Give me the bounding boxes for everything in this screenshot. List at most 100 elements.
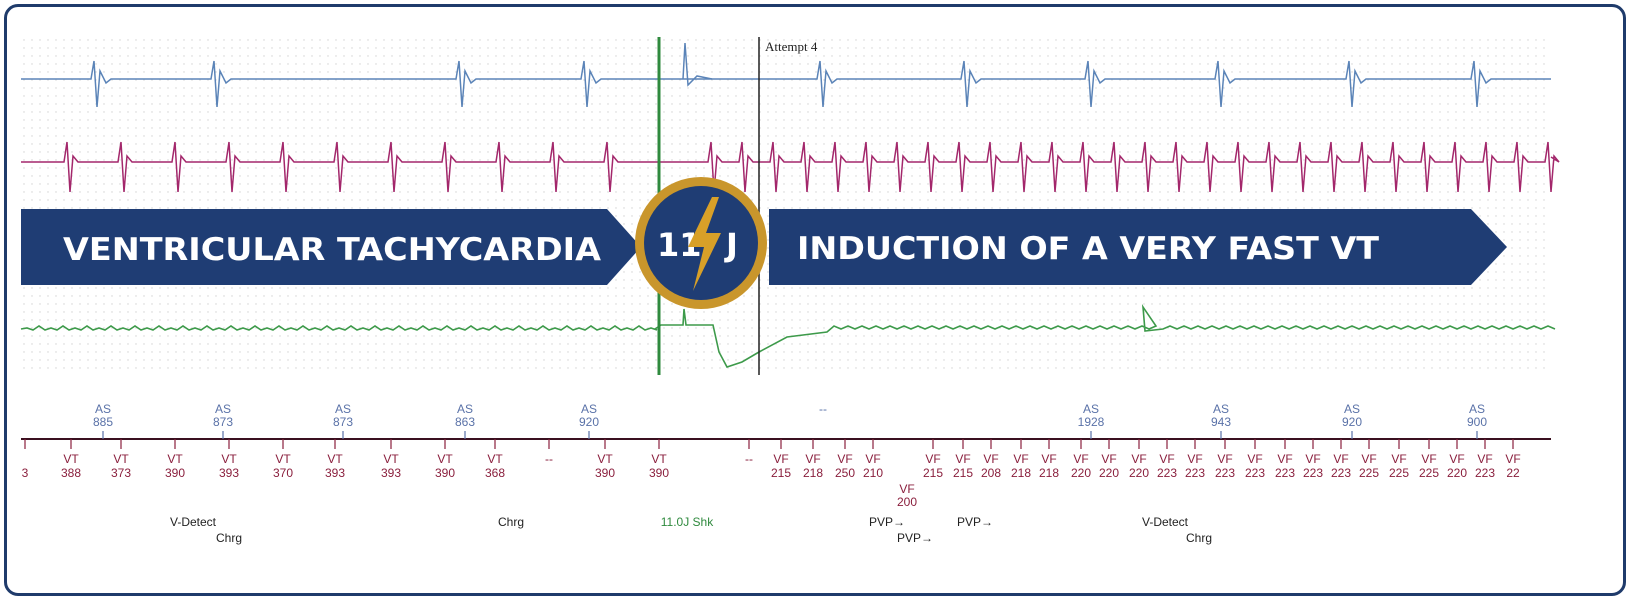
ecg-grid	[21, 37, 1551, 375]
ventricular-marker-label: VF	[955, 452, 970, 466]
ventricular-marker-value: 390	[595, 466, 615, 480]
ventricular-marker-label: VT	[437, 452, 453, 466]
event-annotation: Chrg	[498, 515, 524, 529]
ventricular-marker-label: VF	[1333, 452, 1348, 466]
atrial-marker-label: AS	[1469, 402, 1485, 416]
ventricular-marker-value: 223	[1185, 466, 1205, 480]
ventricular-marker-value: 368	[485, 466, 505, 480]
atrial-marker-label: AS	[1344, 402, 1360, 416]
ventricular-marker-label: VF	[1101, 452, 1116, 466]
ventricular-marker-value: 22	[1506, 466, 1520, 480]
ventricular-marker-label: VF	[865, 452, 880, 466]
ventricular-marker-value: 218	[1011, 466, 1031, 480]
ventricular-marker-value: 223	[1331, 466, 1351, 480]
ventricular-marker-value: 393	[219, 466, 239, 480]
ventricular-marker-value: 215	[771, 466, 791, 480]
ventricular-marker-value: 220	[1447, 466, 1467, 480]
ventricular-marker-value: 250	[835, 466, 855, 480]
ventricular-marker-label: VF	[1013, 452, 1028, 466]
ventricular-marker-label: VF	[1305, 452, 1320, 466]
atrial-marker-label: AS	[1213, 402, 1229, 416]
lightning-bolt-icon	[688, 197, 721, 291]
ventricular-marker-label: VF	[1073, 452, 1088, 466]
ventricular-marker-value: 3	[22, 466, 29, 480]
ecg-trace-shock-channel	[20, 304, 1556, 368]
atrial-marker-value: 1928	[1078, 415, 1105, 429]
ventricular-marker-value: 370	[273, 466, 293, 480]
ventricular-marker-value: 390	[435, 466, 455, 480]
event-annotation: Chrg	[216, 531, 242, 545]
ventricular-marker-label: VF	[837, 452, 852, 466]
ventricular-marker-label: VF	[1449, 452, 1464, 466]
ventricular-marker-label: VT	[63, 452, 79, 466]
badge-energy-unit: J	[724, 226, 738, 264]
ventricular-marker-value: 220	[1099, 466, 1119, 480]
ventricular-marker-label: VF	[1505, 452, 1520, 466]
ventricular-marker-label: VF	[925, 452, 940, 466]
shock-artifact-atrial	[682, 42, 713, 87]
atrial-marker-value: 863	[455, 415, 475, 429]
banner-right-arrow	[769, 209, 1507, 285]
ventricular-marker-label: VT	[167, 452, 183, 466]
ventricular-marker-value: 225	[1359, 466, 1379, 480]
ventricular-marker-label: VF	[1421, 452, 1436, 466]
event-annotation: 11.0J Shk	[661, 515, 714, 529]
atrial-marker-value: 920	[579, 415, 599, 429]
ventricular-marker-value: 223	[1215, 466, 1235, 480]
ventricular-marker-label: VF	[1041, 452, 1056, 466]
event-annotation: PVP→	[957, 515, 993, 529]
ventricular-marker-label: VF	[1187, 452, 1202, 466]
atrial-marker-label: AS	[1083, 402, 1099, 416]
ventricular-marker-label: VF	[773, 452, 788, 466]
ventricular-marker-value: 223	[1303, 466, 1323, 480]
atrial-marker-label: AS	[95, 402, 111, 416]
ventricular-marker-value: 220	[1129, 466, 1149, 480]
ventricular-marker-label: VT	[327, 452, 343, 466]
ventricular-marker-label: VF	[1159, 452, 1174, 466]
event-annotation: Chrg	[1186, 531, 1212, 545]
ecg-trace-atrial	[21, 60, 1551, 108]
atrial-marker-value: 943	[1211, 415, 1231, 429]
ventricular-marker-value: 225	[1419, 466, 1439, 480]
energy-badge: 11 J	[635, 177, 767, 309]
ecg-trace-ventricular	[21, 141, 1560, 193]
ventricular-marker-label: VT	[275, 452, 291, 466]
ventricular-marker-value: 218	[1039, 466, 1059, 480]
ventricular-marker-value: 223	[1475, 466, 1495, 480]
ventricular-marker-label: VF	[1247, 452, 1262, 466]
ventricular-marker-value: 393	[325, 466, 345, 480]
atrial-marker-value: 873	[213, 415, 233, 429]
ventricular-marker-value: 390	[649, 466, 669, 480]
ventricular-marker-label: VT	[651, 452, 667, 466]
event-annotation: PVP→	[869, 515, 905, 529]
event-annotation: V-Detect	[1142, 515, 1189, 529]
banner-left-text: VENTRICULAR TACHYCARDIA	[63, 232, 601, 268]
ventricular-marker-value: 223	[1245, 466, 1265, 480]
ventricular-markers: 3VT388VT373VT390VT393VT370VT393VT393VT39…	[22, 439, 1521, 509]
ventricular-marker-label: VF	[1217, 452, 1232, 466]
ventricular-marker-value: 220	[1071, 466, 1091, 480]
atrial-marker-value: 900	[1467, 415, 1487, 429]
ventricular-marker-label: VF	[1361, 452, 1376, 466]
ventricular-marker-value: 218	[803, 466, 823, 480]
ventricular-marker-value: 215	[953, 466, 973, 480]
atrial-marker-value: 885	[93, 415, 113, 429]
atrial-marker-label: --	[819, 402, 827, 416]
ventricular-marker-label: VT	[597, 452, 613, 466]
ventricular-marker-value: 390	[165, 466, 185, 480]
ventricular-marker-label: VF	[899, 482, 914, 496]
ventricular-marker-label: VF	[1131, 452, 1146, 466]
ventricular-marker-label: VF	[1477, 452, 1492, 466]
ventricular-marker-label: VF	[1277, 452, 1292, 466]
ventricular-marker-label: VF	[805, 452, 820, 466]
attempt-label: Attempt 4	[765, 39, 818, 54]
figure-frame: Attempt 4 VENTRICULAR TACHYCARDIA INDUCT…	[4, 4, 1626, 596]
ventricular-marker-value: 210	[863, 466, 883, 480]
event-annotation: V-Detect	[170, 515, 217, 529]
atrial-marker-label: AS	[335, 402, 351, 416]
atrial-marker-value: 920	[1342, 415, 1362, 429]
ventricular-marker-value: 223	[1157, 466, 1177, 480]
ecg-figure: Attempt 4 VENTRICULAR TACHYCARDIA INDUCT…	[20, 37, 1560, 545]
event-annotations: V-Detect Chrg Chrg 11.0J Shk PVP→ PVP→ PVP→ V-D…	[170, 515, 1212, 545]
ventricular-marker-value: 223	[1275, 466, 1295, 480]
